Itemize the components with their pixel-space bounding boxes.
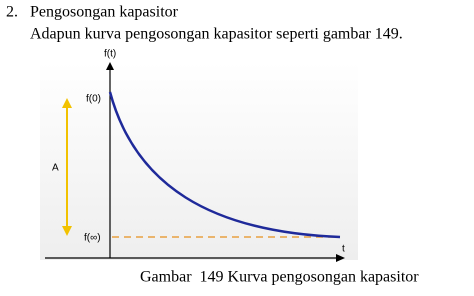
start-label: f(0) — [86, 94, 101, 105]
y-axis-arrow — [106, 62, 114, 70]
y-label: f(t) — [104, 49, 116, 60]
section-title: Pengosongan kapasitor — [30, 4, 179, 21]
x-axis-arrow — [336, 254, 345, 262]
x-label: t — [342, 244, 345, 255]
discharge-curve — [108, 91, 341, 239]
amplitude-label: A — [52, 163, 59, 174]
end-label: f(∞) — [84, 233, 101, 244]
figure: f(t) f(0) A f(∞) t — [40, 49, 358, 262]
amplitude-arrow-head — [62, 226, 72, 236]
figure-background — [40, 62, 358, 260]
section-text: Adapun kurva pengosongan kapasitor seper… — [30, 26, 403, 43]
figure-caption: Gambar 149 Kurva pengosongan kapasitor — [140, 269, 419, 286]
amplitude-arrow-head — [62, 98, 72, 108]
section-number: 2. — [6, 4, 18, 21]
